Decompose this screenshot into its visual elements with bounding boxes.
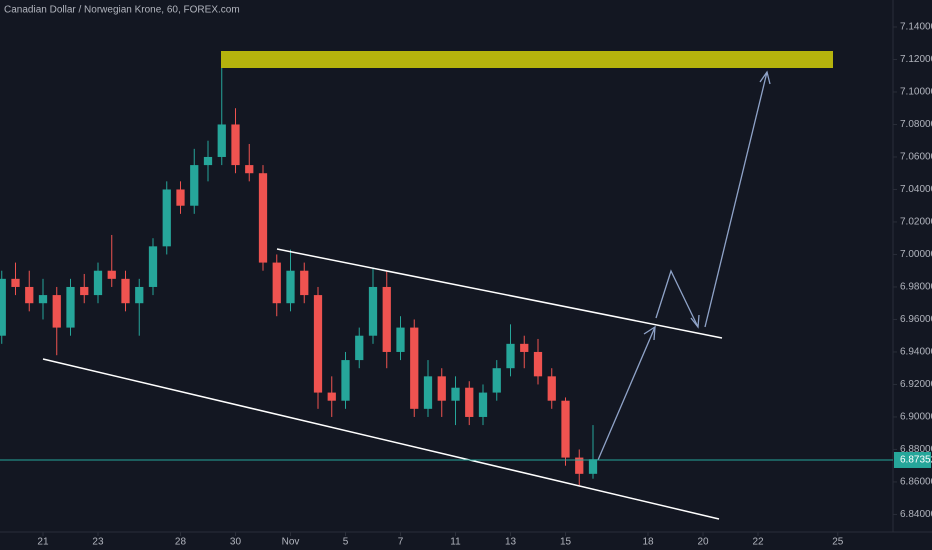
candle-body: [410, 327, 419, 409]
y-tick-label: 6.90000: [900, 412, 932, 423]
y-tick-label: 7.02000: [900, 217, 932, 228]
candle-body: [66, 286, 75, 328]
candle-body: [162, 189, 171, 247]
last-price-box: [894, 451, 931, 468]
y-tick-label: 7.12000: [900, 54, 932, 65]
y-tick-label: 6.98000: [900, 282, 932, 293]
y-tick-label: 7.14000: [900, 22, 932, 33]
candle-body: [176, 189, 185, 206]
candle-body: [561, 400, 570, 458]
candle-body: [38, 295, 48, 304]
candle-body: [547, 376, 556, 401]
y-tick-label: 7.00000: [900, 249, 932, 260]
x-tick-label: 28: [175, 537, 187, 548]
candle-body: [217, 124, 226, 157]
candle-body: [272, 262, 281, 304]
candle-body: [121, 278, 130, 304]
y-tick-label: 6.96000: [900, 314, 932, 325]
candle-body: [80, 286, 89, 296]
channel-upper: [276, 248, 723, 339]
candle-body: [492, 368, 501, 393]
projection-arrows: [597, 70, 771, 461]
arrow: [597, 326, 656, 461]
arrow: [655, 269, 699, 328]
x-tick-label: 25: [832, 537, 844, 548]
x-tick-label: 7: [398, 537, 404, 548]
y-tick-label: 7.08000: [900, 119, 932, 130]
candle-body: [313, 295, 323, 393]
x-tick-label: 11: [450, 537, 461, 548]
x-tick-label: 5: [343, 537, 349, 548]
candle-body: [107, 270, 116, 279]
candle-body: [533, 351, 543, 377]
candle-body: [506, 343, 515, 369]
x-tick-label: 13: [505, 537, 517, 548]
y-tick-label: 7.06000: [900, 152, 932, 163]
x-tick-label: 21: [37, 537, 49, 548]
candle-body: [52, 295, 61, 328]
y-tick-label: 6.88000: [900, 444, 932, 455]
candle-body: [451, 387, 460, 401]
candle-body: [341, 360, 350, 401]
candle-body: [437, 376, 446, 401]
candle-body: [135, 286, 144, 304]
candle-body: [300, 270, 309, 296]
y-tick-label: 7.04000: [900, 184, 932, 195]
candle-body: [148, 246, 158, 287]
channel-lower: [42, 358, 720, 520]
x-tick-label: Nov: [282, 537, 300, 548]
candle-body: [327, 392, 336, 401]
candle-body: [258, 173, 268, 263]
arrow-head: [643, 325, 656, 341]
candle-body: [520, 343, 529, 352]
chart-title: Canadian Dollar / Norwegian Krone, 60, F…: [4, 5, 240, 16]
candle-body: [575, 457, 584, 474]
y-tick-label: 6.86000: [900, 477, 932, 488]
candle-body: [382, 286, 391, 352]
arrow-head: [690, 314, 700, 329]
candle-body: [93, 270, 103, 296]
y-tick-label: 6.94000: [900, 347, 932, 358]
arrow-head: [759, 70, 771, 85]
x-tick-label: 15: [560, 537, 572, 548]
candle-body: [0, 278, 6, 336]
x-tick-label: 20: [697, 537, 709, 548]
candle-body: [286, 270, 295, 304]
candle-body: [423, 376, 433, 409]
candle-body: [11, 278, 20, 287]
candle-body: [245, 165, 254, 174]
candle-body: [465, 387, 474, 417]
candle-body: [368, 286, 378, 336]
y-tick-label: 6.92000: [900, 379, 932, 390]
x-tick-label: 30: [230, 537, 242, 548]
candle-body: [396, 327, 405, 352]
x-tick-label: 22: [752, 537, 764, 548]
candle-body: [355, 335, 364, 361]
arrow: [704, 71, 768, 328]
candle-body: [588, 459, 598, 474]
candle-body: [231, 124, 240, 166]
x-tick-label: 23: [92, 537, 104, 548]
candle-body: [190, 165, 199, 206]
y-tick-label: 7.10000: [900, 87, 932, 98]
candle-body: [203, 156, 213, 166]
y-tick-label: 6.84000: [900, 509, 932, 520]
candle-body: [25, 286, 34, 304]
x-tick-label: 18: [642, 537, 654, 548]
last-price-label: 6.87352: [900, 455, 932, 466]
candle-body: [478, 392, 488, 417]
resistance-zone: [221, 51, 833, 68]
